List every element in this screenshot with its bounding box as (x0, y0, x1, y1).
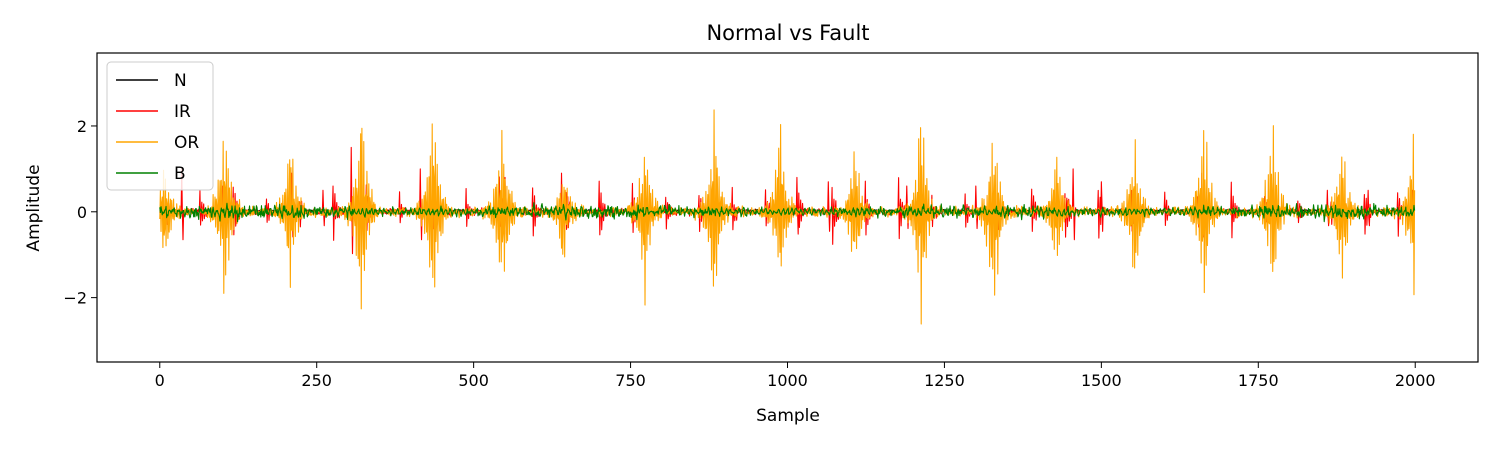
x-tick-label: 500 (458, 371, 489, 390)
series-layer (159, 109, 1416, 325)
y-tick-label: 0 (77, 203, 87, 222)
x-tick-label: 2000 (1395, 371, 1436, 390)
chart-title: Normal vs Fault (706, 21, 869, 45)
x-axis-ticks: 0 250 500 750 1000 1250 1500 1750 2000 (155, 362, 1436, 390)
y-tick-label: 2 (77, 117, 87, 136)
series-line-b (159, 202, 1416, 223)
legend-label-ir: IR (174, 102, 191, 122)
x-tick-label: 1250 (924, 371, 965, 390)
x-tick-label: 750 (615, 371, 646, 390)
series-line-or (159, 109, 1416, 325)
x-tick-label: 1000 (767, 371, 808, 390)
y-axis-label: Amplitude (24, 164, 44, 251)
x-axis-label: Sample (756, 406, 820, 426)
legend: N IR OR B (106, 61, 214, 191)
legend-label-b: B (174, 164, 186, 184)
legend-label-n: N (174, 71, 187, 91)
x-tick-label: 1750 (1238, 371, 1279, 390)
y-tick-label: −2 (63, 289, 87, 308)
x-tick-label: 1500 (1081, 371, 1122, 390)
y-axis-ticks: −2 0 2 (63, 117, 97, 308)
legend-box (106, 61, 214, 191)
x-tick-label: 250 (301, 371, 332, 390)
legend-label-or: OR (174, 133, 199, 153)
x-tick-label: 0 (155, 371, 165, 390)
